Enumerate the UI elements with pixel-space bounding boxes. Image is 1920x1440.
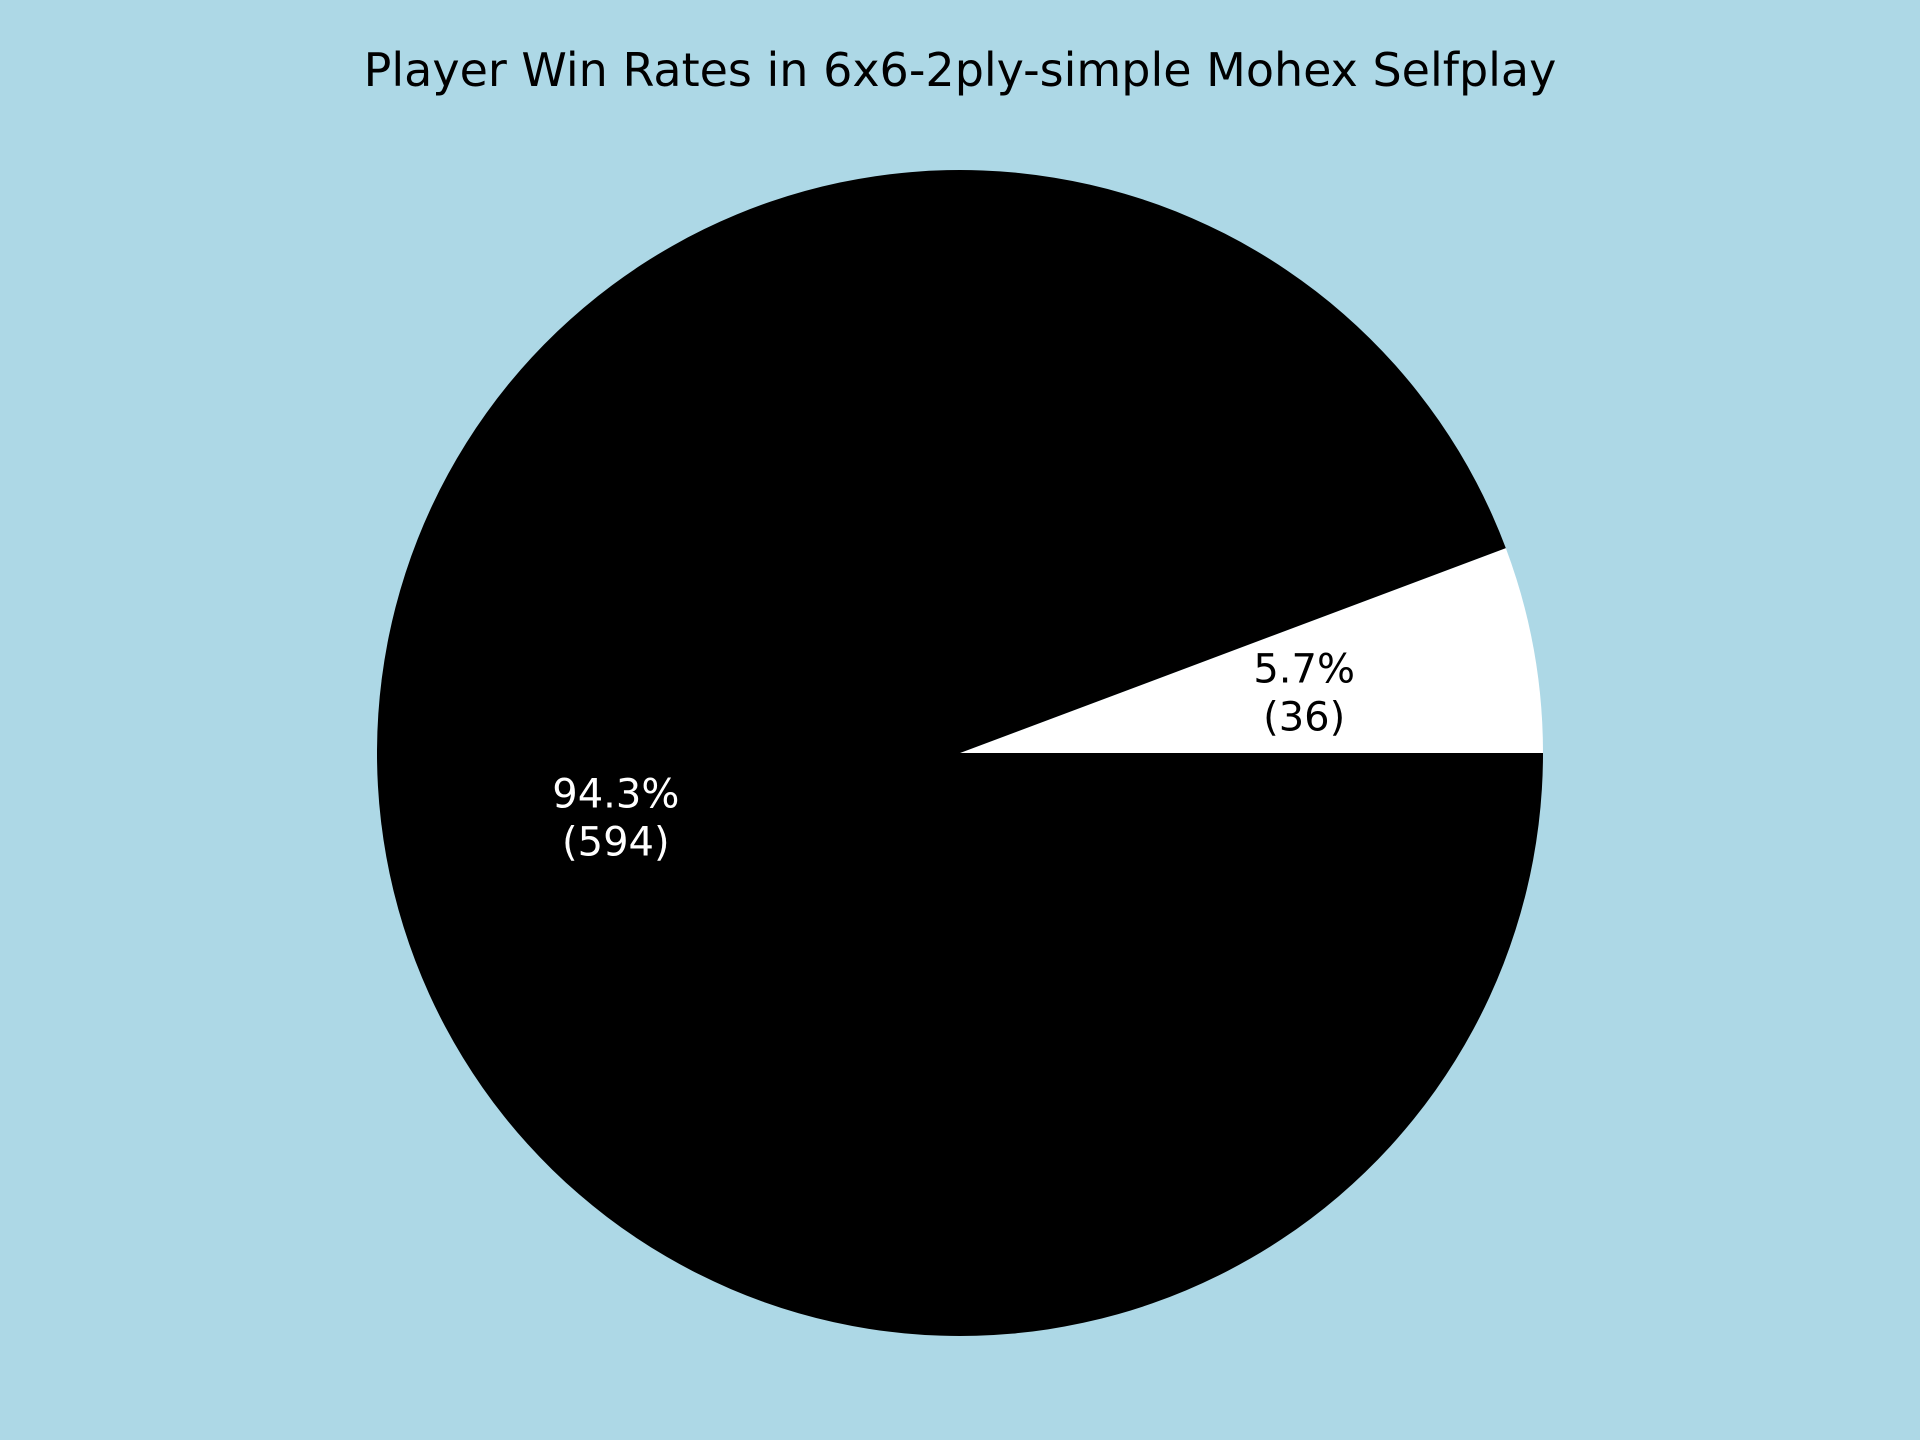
pie-slices bbox=[377, 169, 1544, 1336]
slice-label: 94.3% (594) bbox=[552, 771, 679, 865]
pie-slice bbox=[377, 169, 1544, 1336]
slice-count-label: (594) bbox=[562, 819, 670, 865]
slice-percent-label: 94.3% bbox=[552, 771, 679, 817]
slice-count-label: (36) bbox=[1263, 695, 1345, 741]
slice-label: 5.7% (36) bbox=[1253, 647, 1355, 741]
pie-labels: 5.7% (36) 94.3% (594) bbox=[552, 647, 1355, 866]
chart-title: Player Win Rates in 6x6-2ply-simple Mohe… bbox=[364, 43, 1557, 97]
slice-percent-label: 5.7% bbox=[1253, 647, 1355, 693]
pie-slice bbox=[960, 548, 1543, 753]
